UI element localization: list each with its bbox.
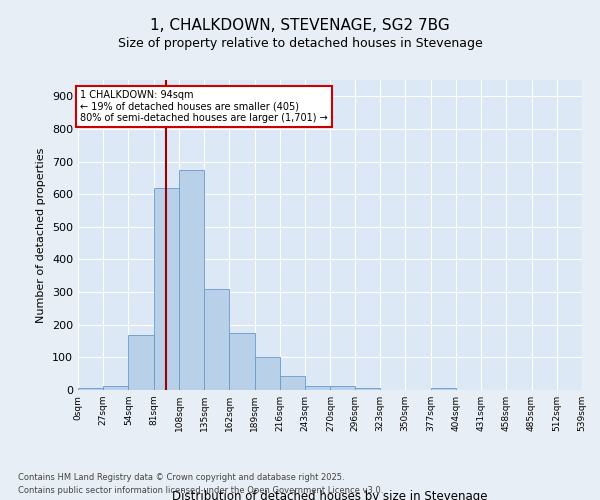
Bar: [355, 388, 380, 390]
Text: 1 CHALKDOWN: 94sqm
← 19% of detached houses are smaller (405)
80% of semi-detach: 1 CHALKDOWN: 94sqm ← 19% of detached hou…: [80, 90, 328, 123]
Text: Size of property relative to detached houses in Stevenage: Size of property relative to detached ho…: [118, 38, 482, 51]
X-axis label: Distribution of detached houses by size in Stevenage: Distribution of detached houses by size …: [172, 490, 488, 500]
Bar: [103, 386, 128, 390]
Bar: [128, 334, 154, 390]
Bar: [280, 376, 305, 390]
Y-axis label: Number of detached properties: Number of detached properties: [37, 148, 46, 322]
Bar: [431, 388, 456, 390]
Text: 1, CHALKDOWN, STEVENAGE, SG2 7BG: 1, CHALKDOWN, STEVENAGE, SG2 7BG: [150, 18, 450, 32]
Bar: [179, 170, 204, 390]
Bar: [305, 386, 331, 390]
Bar: [255, 358, 280, 390]
Text: Contains public sector information licensed under the Open Government Licence v3: Contains public sector information licen…: [18, 486, 383, 495]
Text: Contains HM Land Registry data © Crown copyright and database right 2025.: Contains HM Land Registry data © Crown c…: [18, 472, 344, 482]
Bar: [204, 289, 229, 390]
Bar: [229, 333, 255, 390]
Bar: [154, 188, 179, 390]
Bar: [331, 386, 355, 390]
Bar: [78, 388, 103, 390]
